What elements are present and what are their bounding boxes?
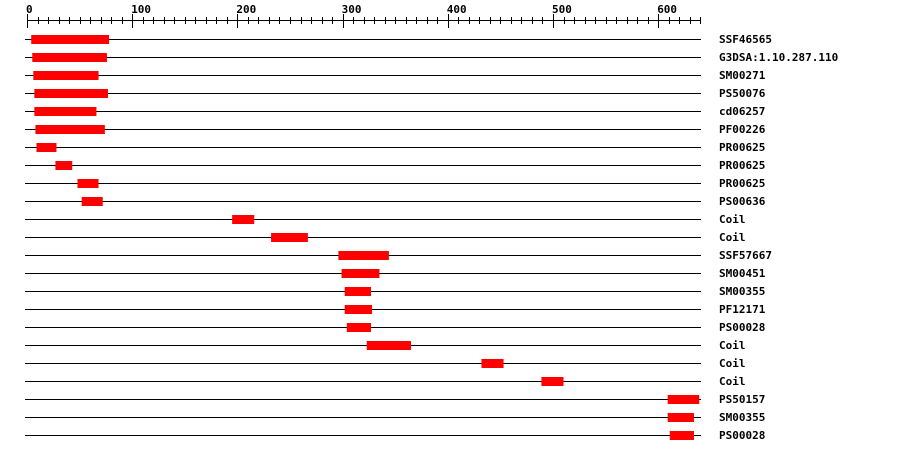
feature-label: PS50076 bbox=[719, 87, 766, 100]
feature-label: PF12171 bbox=[719, 303, 766, 316]
tick-label: 300 bbox=[342, 3, 362, 16]
feature-bar bbox=[366, 341, 411, 350]
tick-label: 600 bbox=[657, 3, 677, 16]
feature-label: Coil bbox=[719, 339, 746, 352]
feature-bar bbox=[32, 53, 107, 62]
feature-label: PS00028 bbox=[719, 429, 765, 442]
feature-bar bbox=[338, 251, 389, 260]
feature-label: PF00226 bbox=[719, 123, 766, 136]
tick-label: 0 bbox=[26, 3, 33, 16]
feature-label: SM00355 bbox=[719, 285, 765, 298]
feature-label: PR00625 bbox=[719, 141, 765, 154]
feature-bar bbox=[344, 305, 373, 314]
feature-label: Coil bbox=[719, 231, 746, 244]
tick-label: 200 bbox=[236, 3, 256, 16]
feature-label: Coil bbox=[719, 213, 746, 226]
feature-bar bbox=[34, 89, 109, 98]
feature-label: PR00625 bbox=[719, 177, 765, 190]
feature-label: Coil bbox=[719, 375, 746, 388]
feature-label: cd06257 bbox=[719, 105, 765, 118]
feature-label: G3DSA:1.10.287.110 bbox=[719, 51, 838, 64]
feature-bar bbox=[346, 323, 372, 332]
feature-bar bbox=[669, 431, 694, 440]
feature-label: PS50157 bbox=[719, 393, 765, 406]
tick-label: 500 bbox=[552, 3, 572, 16]
feature-bar bbox=[271, 233, 308, 242]
feature-label: SM00451 bbox=[719, 267, 766, 280]
feature-bar bbox=[35, 125, 105, 134]
feature-bar bbox=[81, 197, 103, 206]
feature-bar bbox=[232, 215, 255, 224]
feature-bar bbox=[77, 179, 99, 188]
feature-label: PS00028 bbox=[719, 321, 765, 334]
feature-bar bbox=[55, 161, 73, 170]
feature-bar bbox=[34, 107, 97, 116]
feature-label: Coil bbox=[719, 357, 746, 370]
feature-bar bbox=[33, 71, 99, 80]
feature-label: SSF57667 bbox=[719, 249, 772, 262]
feature-bar bbox=[31, 35, 110, 44]
feature-label: SM00355 bbox=[719, 411, 765, 424]
feature-bar bbox=[541, 377, 564, 386]
feature-bar bbox=[481, 359, 504, 368]
feature-label: SM00271 bbox=[719, 69, 766, 82]
feature-label: PR00625 bbox=[719, 159, 765, 172]
feature-bar bbox=[341, 269, 380, 278]
feature-label: PS00636 bbox=[719, 195, 766, 208]
feature-bar bbox=[667, 395, 700, 404]
tick-label: 100 bbox=[131, 3, 151, 16]
feature-label: SSF46565 bbox=[719, 33, 772, 46]
feature-bar bbox=[667, 413, 694, 422]
tick-label: 400 bbox=[447, 3, 467, 16]
feature-bar bbox=[36, 143, 57, 152]
feature-bar bbox=[344, 287, 372, 296]
